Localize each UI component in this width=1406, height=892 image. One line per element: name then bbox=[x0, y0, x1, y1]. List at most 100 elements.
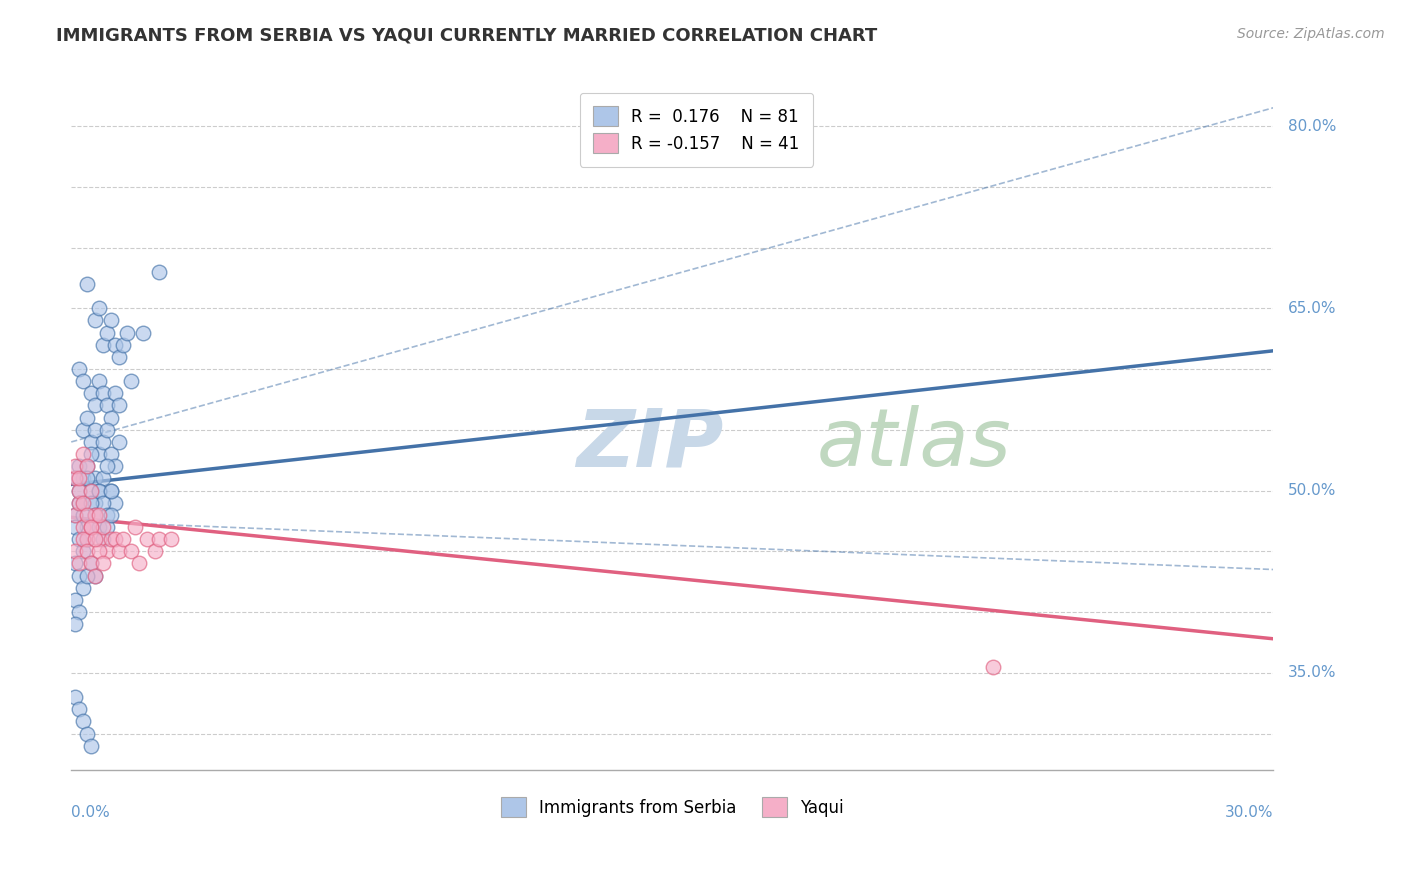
Point bbox=[84, 313, 107, 327]
Point bbox=[120, 544, 142, 558]
Point bbox=[91, 434, 114, 449]
Point bbox=[91, 496, 114, 510]
Point bbox=[72, 520, 94, 534]
Point bbox=[89, 508, 111, 522]
Point bbox=[89, 301, 111, 316]
Point bbox=[100, 483, 122, 498]
Point bbox=[104, 459, 127, 474]
Point bbox=[80, 496, 103, 510]
Point bbox=[65, 471, 87, 485]
Point bbox=[67, 557, 90, 571]
Text: atlas: atlas bbox=[817, 406, 1011, 483]
Point bbox=[65, 508, 87, 522]
Point bbox=[84, 471, 107, 485]
Point bbox=[89, 532, 111, 546]
Point bbox=[96, 423, 118, 437]
Point bbox=[67, 459, 90, 474]
Point bbox=[128, 557, 150, 571]
Point bbox=[80, 483, 103, 498]
Point bbox=[104, 337, 127, 351]
Point bbox=[96, 399, 118, 413]
Point bbox=[76, 410, 98, 425]
Point bbox=[76, 508, 98, 522]
Point bbox=[89, 520, 111, 534]
Point bbox=[96, 544, 118, 558]
Text: 0.0%: 0.0% bbox=[72, 805, 110, 820]
Point bbox=[160, 532, 183, 546]
Point bbox=[67, 568, 90, 582]
Point bbox=[91, 386, 114, 401]
Point bbox=[100, 447, 122, 461]
Point bbox=[80, 386, 103, 401]
Point bbox=[72, 423, 94, 437]
Point bbox=[89, 374, 111, 388]
Point bbox=[76, 568, 98, 582]
Point bbox=[67, 496, 90, 510]
Point bbox=[89, 483, 111, 498]
Point bbox=[89, 483, 111, 498]
Point bbox=[72, 544, 94, 558]
Point bbox=[84, 508, 107, 522]
Point bbox=[84, 532, 107, 546]
Point bbox=[76, 544, 98, 558]
Point bbox=[65, 544, 87, 558]
Point bbox=[108, 350, 131, 364]
Point bbox=[96, 326, 118, 340]
Point bbox=[96, 459, 118, 474]
Point bbox=[76, 471, 98, 485]
Point bbox=[72, 581, 94, 595]
Point bbox=[100, 532, 122, 546]
Text: 35.0%: 35.0% bbox=[1288, 665, 1336, 681]
Point bbox=[117, 326, 139, 340]
Point bbox=[65, 617, 87, 632]
Text: 80.0%: 80.0% bbox=[1288, 119, 1336, 134]
Point bbox=[136, 532, 159, 546]
Point bbox=[65, 557, 87, 571]
Point bbox=[67, 702, 90, 716]
Point bbox=[104, 532, 127, 546]
Text: Source: ZipAtlas.com: Source: ZipAtlas.com bbox=[1237, 27, 1385, 41]
Point bbox=[84, 423, 107, 437]
Point bbox=[80, 483, 103, 498]
Point bbox=[112, 532, 135, 546]
Point bbox=[96, 520, 118, 534]
Point bbox=[67, 362, 90, 376]
Point bbox=[65, 690, 87, 704]
Point bbox=[67, 605, 90, 619]
Point bbox=[72, 374, 94, 388]
Point bbox=[67, 483, 90, 498]
Point bbox=[100, 483, 122, 498]
Point bbox=[100, 313, 122, 327]
Point bbox=[91, 557, 114, 571]
Point bbox=[72, 496, 94, 510]
Point bbox=[76, 277, 98, 291]
Point bbox=[89, 447, 111, 461]
Point bbox=[65, 520, 87, 534]
Point bbox=[145, 544, 167, 558]
Point bbox=[72, 471, 94, 485]
Point bbox=[104, 386, 127, 401]
Point bbox=[80, 434, 103, 449]
Point bbox=[65, 459, 87, 474]
Point bbox=[67, 496, 90, 510]
Point bbox=[148, 532, 170, 546]
Text: 50.0%: 50.0% bbox=[1288, 483, 1336, 498]
Point bbox=[80, 739, 103, 753]
Point bbox=[100, 410, 122, 425]
Point bbox=[124, 520, 146, 534]
Point bbox=[65, 508, 87, 522]
Text: 30.0%: 30.0% bbox=[1225, 805, 1274, 820]
Point bbox=[84, 496, 107, 510]
Point bbox=[76, 726, 98, 740]
Point bbox=[80, 520, 103, 534]
Point bbox=[132, 326, 155, 340]
Legend: Immigrants from Serbia, Yaqui: Immigrants from Serbia, Yaqui bbox=[495, 790, 851, 824]
Point bbox=[76, 459, 98, 474]
Point bbox=[80, 557, 103, 571]
Point bbox=[72, 532, 94, 546]
Point bbox=[72, 714, 94, 729]
Point bbox=[65, 593, 87, 607]
Point bbox=[112, 337, 135, 351]
Point bbox=[72, 496, 94, 510]
Point bbox=[84, 399, 107, 413]
